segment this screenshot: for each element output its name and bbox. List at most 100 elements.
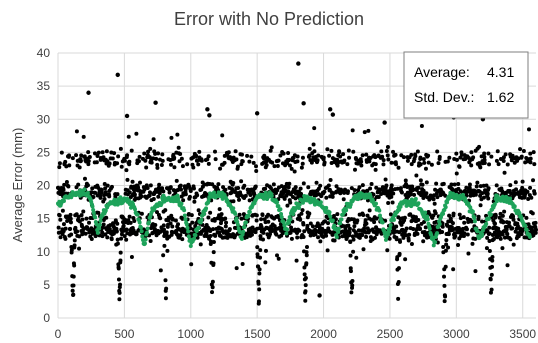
data-point: [96, 150, 101, 155]
data-point: [86, 150, 91, 155]
trend-point: [433, 240, 438, 245]
data-point: [86, 162, 91, 167]
y-tick-label: 25: [37, 145, 51, 159]
trend-point: [175, 193, 180, 198]
data-point: [484, 183, 489, 188]
data-point: [359, 163, 364, 168]
data-point: [490, 254, 495, 259]
trend-point: [336, 226, 341, 231]
data-point: [498, 156, 503, 161]
data-point: [504, 227, 509, 232]
data-point: [315, 158, 320, 163]
data-point: [478, 165, 483, 170]
data-point: [490, 258, 495, 263]
x-tick-label: 2000: [310, 327, 337, 341]
data-point: [482, 157, 487, 162]
data-point: [505, 263, 510, 268]
data-point: [397, 251, 402, 256]
trend-point: [279, 215, 284, 220]
data-point: [194, 153, 199, 158]
data-point: [178, 152, 183, 157]
data-point: [81, 209, 86, 214]
data-point: [260, 213, 265, 218]
data-point: [67, 153, 72, 158]
trend-point: [279, 212, 284, 217]
data-point: [482, 151, 487, 156]
data-point: [442, 283, 447, 288]
data-point: [511, 217, 516, 222]
data-point: [471, 155, 476, 160]
data-point: [76, 214, 81, 219]
data-point: [447, 213, 452, 218]
data-point: [412, 192, 417, 197]
data-point: [301, 181, 306, 186]
tick-labels: 0 5 10 15 20 25 30 35 40 0 500 1000 1500 2000 2500 3000…: [37, 46, 537, 341]
data-point: [293, 185, 298, 190]
data-point: [245, 153, 250, 158]
y-tick-label: 20: [37, 179, 51, 193]
data-point: [342, 158, 347, 163]
data-point: [519, 154, 524, 159]
data-point: [208, 234, 213, 239]
trend-point: [388, 223, 393, 228]
data-point: [156, 194, 161, 199]
trend-point: [338, 221, 343, 226]
data-point: [501, 220, 506, 225]
data-point: [327, 153, 332, 158]
data-point: [109, 184, 114, 189]
data-point: [158, 216, 163, 221]
data-point: [169, 135, 174, 140]
data-point: [449, 182, 454, 187]
data-point: [473, 269, 478, 274]
data-point: [233, 149, 238, 154]
data-point: [74, 153, 79, 158]
data-point: [325, 248, 330, 253]
data-point: [154, 156, 159, 161]
data-point: [489, 154, 494, 159]
data-point: [343, 187, 348, 192]
data-point: [223, 187, 228, 192]
data-point: [409, 152, 414, 157]
data-point: [176, 145, 181, 150]
stats-box: [403, 51, 529, 119]
outlier-point: [327, 107, 333, 112]
trend-point: [103, 208, 108, 213]
data-point: [314, 180, 319, 185]
data-point: [466, 251, 471, 256]
data-point: [356, 228, 361, 233]
data-point: [526, 127, 531, 132]
data-point: [396, 165, 401, 170]
data-point: [329, 148, 334, 153]
data-point: [482, 161, 487, 166]
data-point: [429, 162, 434, 167]
data-point: [104, 215, 109, 220]
data-point: [57, 213, 62, 218]
data-point: [300, 161, 305, 166]
data-point: [409, 162, 414, 167]
data-point: [330, 194, 335, 199]
data-point: [261, 237, 266, 242]
data-point: [80, 217, 85, 222]
data-point: [366, 128, 371, 133]
data-point: [469, 219, 474, 224]
data-point: [239, 179, 244, 184]
data-point: [316, 153, 321, 158]
data-point: [254, 218, 259, 223]
data-point: [91, 194, 96, 199]
data-point: [258, 248, 263, 253]
data-point: [103, 232, 108, 237]
data-point: [341, 152, 346, 157]
data-point: [301, 235, 306, 240]
data-point: [304, 250, 309, 255]
data-point: [136, 159, 141, 164]
data-point: [102, 196, 107, 201]
data-point: [79, 213, 84, 218]
data-point: [263, 186, 268, 191]
data-point: [116, 266, 121, 271]
trend-point: [397, 207, 402, 212]
data-point: [391, 191, 396, 196]
y-tick-label: 0: [43, 311, 50, 325]
data-point: [195, 193, 200, 198]
data-point: [126, 218, 131, 223]
data-point: [346, 148, 351, 153]
